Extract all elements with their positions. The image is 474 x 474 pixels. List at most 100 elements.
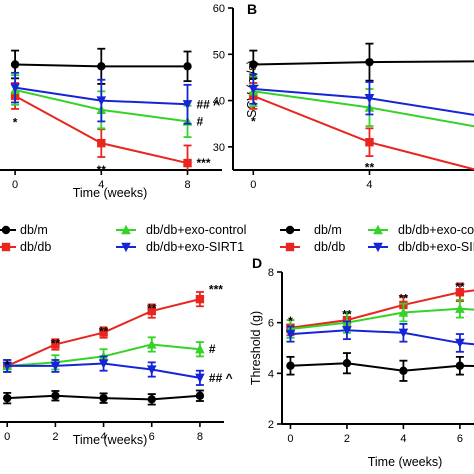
legend-marker-dbm: [285, 225, 295, 235]
significance-label: **: [342, 308, 352, 322]
series-line-dbm: [290, 362, 474, 372]
data-point-dbdb: [365, 138, 374, 147]
legend-label-dbm: db/m: [20, 223, 48, 237]
data-point-exo_control: [146, 339, 157, 349]
legend: db/m db/db db/db+exo-control db/db+exo-SIRT…: [0, 223, 474, 254]
data-point-dbm: [183, 62, 192, 71]
data-point-exo_sirt1: [195, 373, 205, 384]
series-line-dbm: [253, 60, 474, 66]
x-tick-label: 4: [101, 431, 107, 443]
data-point-dbdb: [195, 294, 205, 304]
legend-left: db/m db/db db/db+exo-control db/db+exo-SIRT…: [0, 223, 246, 254]
x-tick-label: 6: [149, 431, 155, 443]
y-tick-label: 60: [213, 3, 225, 15]
significance-label: ***: [197, 156, 211, 170]
data-point-exo_sirt1: [342, 326, 352, 336]
x-tick-label: 4: [400, 433, 406, 445]
data-point-dbm: [147, 395, 156, 404]
legend-label-exo_sirt1: db/db+exo-SIRT1: [146, 240, 244, 254]
x-tick-label: 2: [52, 431, 58, 443]
significance-label: #: [197, 114, 204, 128]
data-point-dbm: [195, 391, 205, 400]
data-point-dbdb: [455, 288, 465, 297]
legend-label-exo_control: db/db+exo-control: [146, 223, 246, 237]
data-point-exo_sirt1: [248, 84, 259, 95]
data-point-dbm: [10, 60, 20, 69]
significance-label: ## ^: [197, 97, 221, 111]
data-point-dbm: [51, 391, 60, 400]
significance-label: **: [99, 324, 109, 338]
legend-marker-dbm: [1, 225, 11, 235]
x-tick-label: 0: [287, 433, 293, 445]
legend-label-dbm: db/m: [314, 223, 342, 237]
chart-panel-d: 024682468Time (weeks)Threshold (g)D*****…: [249, 255, 474, 469]
data-point-exo_sirt1: [96, 96, 107, 106]
significance-label: ## ^: [209, 371, 233, 385]
data-point-dbm: [3, 393, 12, 403]
legend-marker-exo_control: [121, 224, 131, 235]
data-point-exo_sirt1: [182, 100, 193, 110]
panel-letter: D: [252, 255, 262, 271]
x-tick-label: 0: [4, 431, 10, 443]
series-line-exo_sirt1: [290, 329, 474, 346]
x-tick-label: 0: [12, 179, 18, 191]
data-point-dbdb: [147, 306, 156, 316]
legend-label-exo_sirt1: db/db+exo-SIRT1: [398, 240, 474, 254]
y-tick-label: 30: [213, 142, 225, 154]
data-point-exo_control: [455, 303, 465, 313]
data-point-exo_sirt1: [2, 361, 13, 372]
x-tick-label: 4: [366, 179, 372, 191]
data-point-dbm: [99, 393, 108, 403]
significance-label: *: [13, 115, 18, 129]
data-point-exo_control: [195, 344, 205, 354]
x-tick-label: 2: [344, 433, 350, 445]
data-point-dbdb: [183, 158, 192, 168]
data-point-dbm: [286, 361, 295, 370]
x-tick-label: 8: [184, 179, 190, 191]
legend-marker-exo_sirt1: [373, 242, 383, 253]
series-group: [285, 282, 474, 382]
significance-label: *: [251, 114, 256, 128]
significance-label: **: [455, 280, 465, 294]
x-tick-label: 4: [98, 179, 104, 191]
data-point-dbm: [249, 60, 258, 69]
legend-marker-dbdb: [1, 242, 11, 252]
data-point-exo_sirt1: [98, 359, 109, 369]
series-line-exo_control: [290, 307, 474, 330]
y-tick-label: 40: [213, 96, 225, 108]
significance-label: **: [399, 291, 409, 305]
data-point-dbm: [97, 62, 106, 71]
x-axis-title: Time (weeks): [73, 186, 148, 200]
x-tick-label: 6: [457, 433, 463, 445]
series-line-dbdb: [290, 289, 474, 329]
x-axis-title: Time (weeks): [73, 433, 148, 447]
significance-label: **: [97, 163, 107, 177]
data-point-exo_sirt1: [50, 361, 61, 372]
data-point-dbdb: [97, 138, 106, 148]
significance-label: **: [51, 336, 61, 350]
legend-marker-dbdb: [285, 242, 295, 252]
data-point-dbm: [365, 57, 374, 67]
data-point-exo_sirt1: [146, 365, 157, 375]
significance-label: #: [209, 342, 216, 356]
x-tick-label: 0: [250, 179, 256, 191]
data-point-exo_control: [398, 307, 409, 317]
data-point-dbm: [399, 366, 408, 375]
significance-label: **: [147, 302, 157, 316]
significance-label: *: [288, 314, 293, 328]
significance-label: **: [365, 161, 375, 175]
y-tick-label: 50: [213, 49, 225, 61]
legend-marker-exo_control: [373, 224, 383, 235]
data-point-exo_sirt1: [364, 94, 375, 104]
significance-label: *: [5, 358, 10, 372]
data-point-exo_sirt1: [285, 329, 296, 340]
data-point-exo_sirt1: [455, 338, 465, 349]
data-point-dbm: [342, 359, 352, 368]
series-group: [10, 47, 193, 170]
data-point-dbdb: [99, 328, 108, 337]
